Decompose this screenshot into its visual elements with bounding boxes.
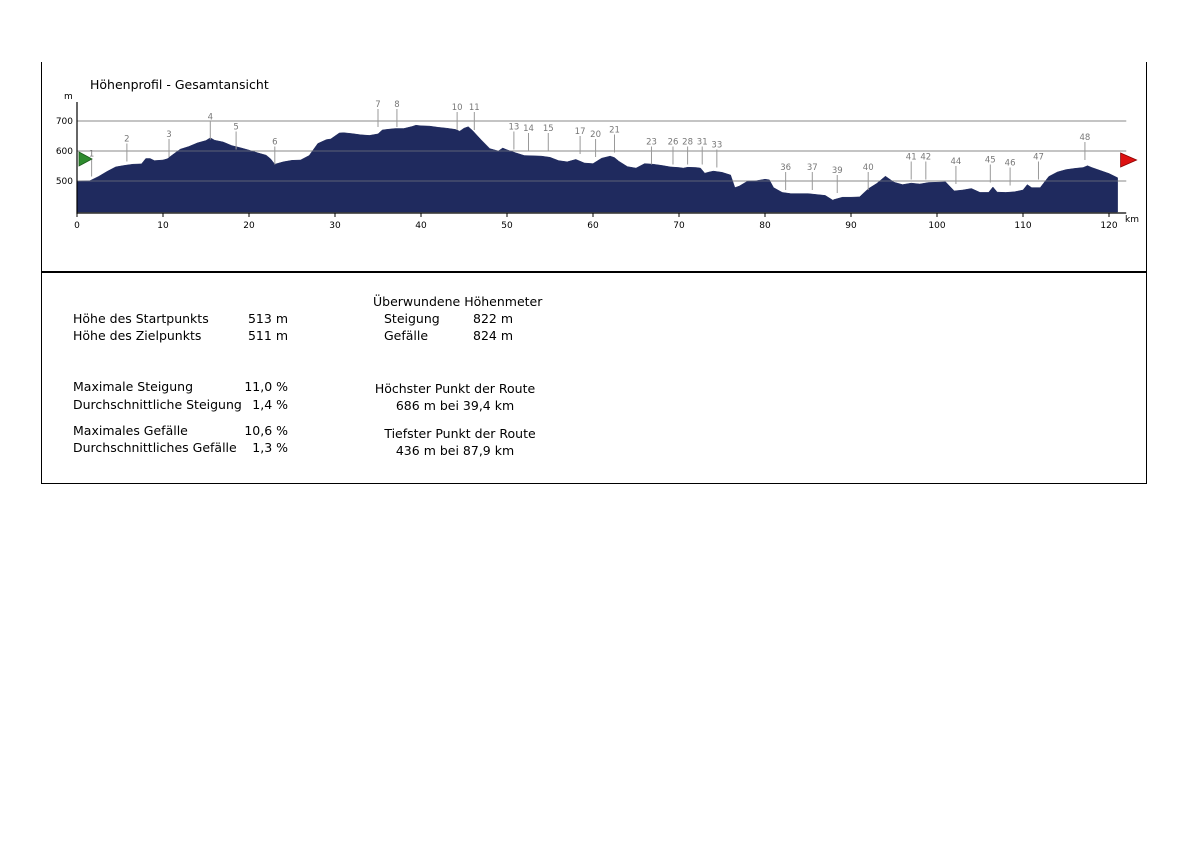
y-tick-700: 700	[56, 117, 73, 127]
x-tick-30: 30	[329, 221, 341, 231]
x-tick-20: 20	[243, 221, 255, 231]
x-tick-40: 40	[415, 221, 427, 231]
section-divider	[41, 271, 1147, 273]
x-tick-0: 0	[74, 221, 80, 231]
descent-value: 824 m	[473, 328, 514, 343]
waypoint-label-8: 8	[394, 100, 399, 110]
y-axis-label: m	[64, 92, 73, 102]
avg-descent-value: 1,3 %	[252, 440, 288, 455]
x-tick-60: 60	[587, 221, 599, 231]
x-tick-110: 110	[1014, 221, 1031, 231]
waypoint-label-45: 45	[985, 156, 996, 166]
y-tick-500: 500	[56, 177, 73, 187]
y-tick-600: 600	[56, 147, 73, 157]
x-tick-120: 120	[1100, 221, 1117, 231]
chart-title: Höhenprofil - Gesamtansicht	[90, 77, 269, 92]
waypoint-label-10: 10	[452, 103, 463, 113]
waypoint-label-23: 23	[646, 138, 657, 148]
waypoint-label-2: 2	[124, 135, 129, 145]
total-elevation-heading: Überwundene Höhenmeter	[373, 294, 543, 309]
waypoint-label-28: 28	[682, 138, 693, 148]
max-climb-value: 11,0 %	[244, 379, 288, 394]
start-flag-icon	[78, 151, 93, 167]
end-flag-icon	[1120, 152, 1138, 168]
lowest-point-heading: Tiefster Punkt der Route	[384, 426, 536, 441]
waypoint-label-37: 37	[807, 163, 818, 173]
end-height-label: Höhe des Zielpunkts	[73, 328, 202, 343]
end-height-value: 511 m	[247, 328, 288, 343]
report-frame	[41, 62, 1147, 484]
waypoint-label-21: 21	[609, 126, 620, 136]
max-descent-value: 10,6 %	[244, 423, 288, 438]
waypoint-label-3: 3	[166, 130, 171, 140]
avg-climb-value: 1,4 %	[252, 397, 288, 412]
max-descent-label: Maximales Gefälle	[73, 423, 188, 438]
waypoint-label-26: 26	[668, 138, 679, 148]
max-climb-label: Maximale Steigung	[73, 379, 194, 394]
waypoint-label-13: 13	[508, 123, 519, 133]
waypoint-label-44: 44	[951, 157, 962, 167]
avg-descent-label: Durchschnittliches Gefälle	[73, 440, 237, 455]
waypoint-label-4: 4	[208, 113, 213, 123]
waypoint-label-36: 36	[780, 163, 791, 173]
waypoint-label-15: 15	[543, 124, 554, 134]
x-tick-80: 80	[759, 221, 771, 231]
waypoint-label-47: 47	[1033, 153, 1044, 163]
waypoint-label-20: 20	[590, 130, 601, 140]
x-tick-90: 90	[845, 221, 857, 231]
waypoint-label-14: 14	[523, 124, 534, 134]
waypoint-label-31: 31	[697, 138, 708, 148]
waypoint-label-6: 6	[272, 138, 277, 148]
x-axis-label: km	[1125, 215, 1139, 225]
waypoint-label-48: 48	[1080, 133, 1091, 143]
x-tick-70: 70	[673, 221, 685, 231]
waypoint-label-39: 39	[832, 166, 843, 176]
waypoint-label-11: 11	[469, 103, 480, 113]
ascent-value: 822 m	[473, 311, 514, 326]
start-height-value: 513 m	[247, 311, 288, 326]
waypoint-label-46: 46	[1005, 159, 1016, 169]
x-tick-100: 100	[928, 221, 945, 231]
lowest-point-value: 436 m bei 87,9 km	[395, 443, 515, 458]
x-tick-10: 10	[157, 221, 169, 231]
waypoint-label-42: 42	[920, 153, 931, 163]
waypoint-label-40: 40	[863, 163, 874, 173]
waypoint-label-33: 33	[711, 141, 722, 151]
ascent-label: Steigung	[384, 311, 440, 326]
x-tick-50: 50	[501, 221, 513, 231]
highest-point-heading: Höchster Punkt der Route	[374, 381, 536, 396]
waypoint-label-7: 7	[375, 100, 380, 110]
highest-point-value: 686 m bei 39,4 km	[395, 398, 515, 413]
avg-climb-label: Durchschnittliche Steigung	[73, 397, 242, 412]
waypoint-label-1: 1	[89, 150, 94, 160]
start-height-label: Höhe des Startpunkts	[73, 311, 209, 326]
waypoint-label-41: 41	[906, 153, 917, 163]
descent-label: Gefälle	[384, 328, 429, 343]
waypoint-label-17: 17	[575, 127, 586, 137]
elevation-area	[76, 124, 1118, 213]
waypoint-label-5: 5	[233, 123, 238, 133]
